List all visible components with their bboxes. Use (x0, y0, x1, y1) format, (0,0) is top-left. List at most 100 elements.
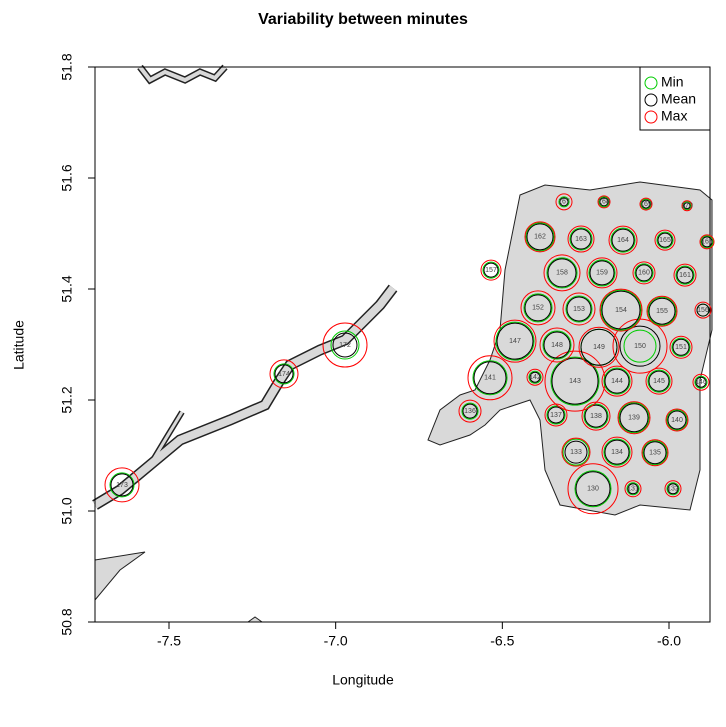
bubble (694, 301, 712, 319)
bubble (583, 403, 609, 429)
bubble (566, 296, 592, 322)
legend-marker (644, 93, 658, 107)
y-tick-label: 51.0 (59, 497, 75, 524)
bubble (666, 482, 680, 496)
bubble (603, 438, 631, 466)
bubble (570, 228, 592, 250)
point-label: 155 (656, 308, 668, 315)
bubble (472, 360, 508, 396)
bubble (483, 262, 499, 278)
point-label: 130 (587, 486, 599, 493)
bubble (525, 222, 555, 252)
point-label: 161 (679, 272, 691, 279)
point-label: 140 (671, 417, 683, 424)
bubble (667, 483, 679, 495)
bubble (657, 232, 673, 248)
bubble (608, 225, 638, 255)
point-label: 156 (697, 307, 709, 314)
bubble (588, 259, 616, 287)
bubble (675, 265, 695, 285)
bubble (665, 408, 689, 432)
x-tick-label: -7.0 (324, 633, 348, 649)
point-label: 145 (653, 378, 665, 385)
y-tick-label: 50.8 (59, 608, 75, 635)
bubble (526, 368, 544, 386)
bubble (641, 199, 651, 209)
legend-marker (644, 76, 658, 90)
legend-marker (644, 110, 658, 124)
bubble (575, 471, 611, 507)
point-label: 163 (575, 236, 587, 243)
bubble (562, 438, 590, 466)
bubble (647, 296, 677, 326)
bubble (599, 288, 643, 332)
bubble (682, 201, 692, 211)
bubble (473, 361, 507, 395)
y-tick-label: 51.6 (59, 164, 75, 191)
bubble (567, 225, 595, 253)
bubble (547, 406, 565, 424)
bubble (603, 367, 631, 395)
bubble (604, 368, 630, 394)
bubble (543, 254, 581, 292)
point-label: 139 (628, 415, 640, 422)
bubble (110, 473, 134, 497)
point-label: 152 (532, 305, 544, 312)
bubble (611, 228, 635, 252)
bubble (493, 319, 537, 363)
bubble (601, 436, 633, 468)
bubble (694, 375, 708, 389)
point-label: 165 (659, 237, 671, 244)
point-label: 136 (464, 408, 476, 415)
coast-fill (92, 285, 397, 509)
bubble (619, 325, 661, 367)
y-tick-label: 51.4 (59, 275, 75, 302)
bubble (550, 356, 600, 406)
point-label: 158 (556, 270, 568, 277)
point-label: 151 (675, 344, 687, 351)
bubble (269, 359, 299, 389)
legend-label: Max (661, 108, 687, 124)
bubble (601, 290, 641, 330)
bubble (600, 289, 642, 331)
bubble (701, 236, 713, 248)
point-label: 150 (634, 343, 646, 350)
bubble (623, 329, 657, 363)
bubble (543, 331, 571, 359)
bubble (558, 196, 570, 208)
bubble (586, 257, 618, 289)
bubble (654, 229, 676, 251)
legend-box (639, 66, 711, 131)
bubble (462, 403, 478, 419)
bubble (671, 337, 691, 357)
bubble (539, 327, 575, 363)
bubble (632, 261, 656, 285)
bubble (461, 402, 479, 420)
bubble (681, 200, 693, 212)
bubble (520, 290, 556, 326)
bubble (656, 231, 674, 249)
bubble (480, 259, 502, 281)
point-label: 143 (569, 378, 581, 385)
bubble (610, 227, 636, 253)
point-label: 133 (570, 449, 582, 456)
bubble (322, 322, 368, 368)
bubble (482, 261, 500, 279)
bubble (669, 335, 693, 359)
bubble (458, 399, 482, 423)
x-tick-label: -6.5 (490, 633, 514, 649)
bubble (523, 293, 553, 323)
point-label: 160 (638, 270, 650, 277)
bubble (561, 437, 591, 467)
point-label: 138 (590, 413, 602, 420)
bubble (643, 441, 667, 465)
bubble (646, 295, 678, 327)
bubble (109, 472, 135, 498)
bubble (555, 193, 573, 211)
point-label: 166 (701, 239, 713, 246)
bubble (640, 198, 652, 210)
legend-label: Min (661, 74, 684, 90)
point-label: 153 (573, 306, 585, 313)
bubble (562, 292, 596, 326)
point-label: 147 (509, 338, 521, 345)
